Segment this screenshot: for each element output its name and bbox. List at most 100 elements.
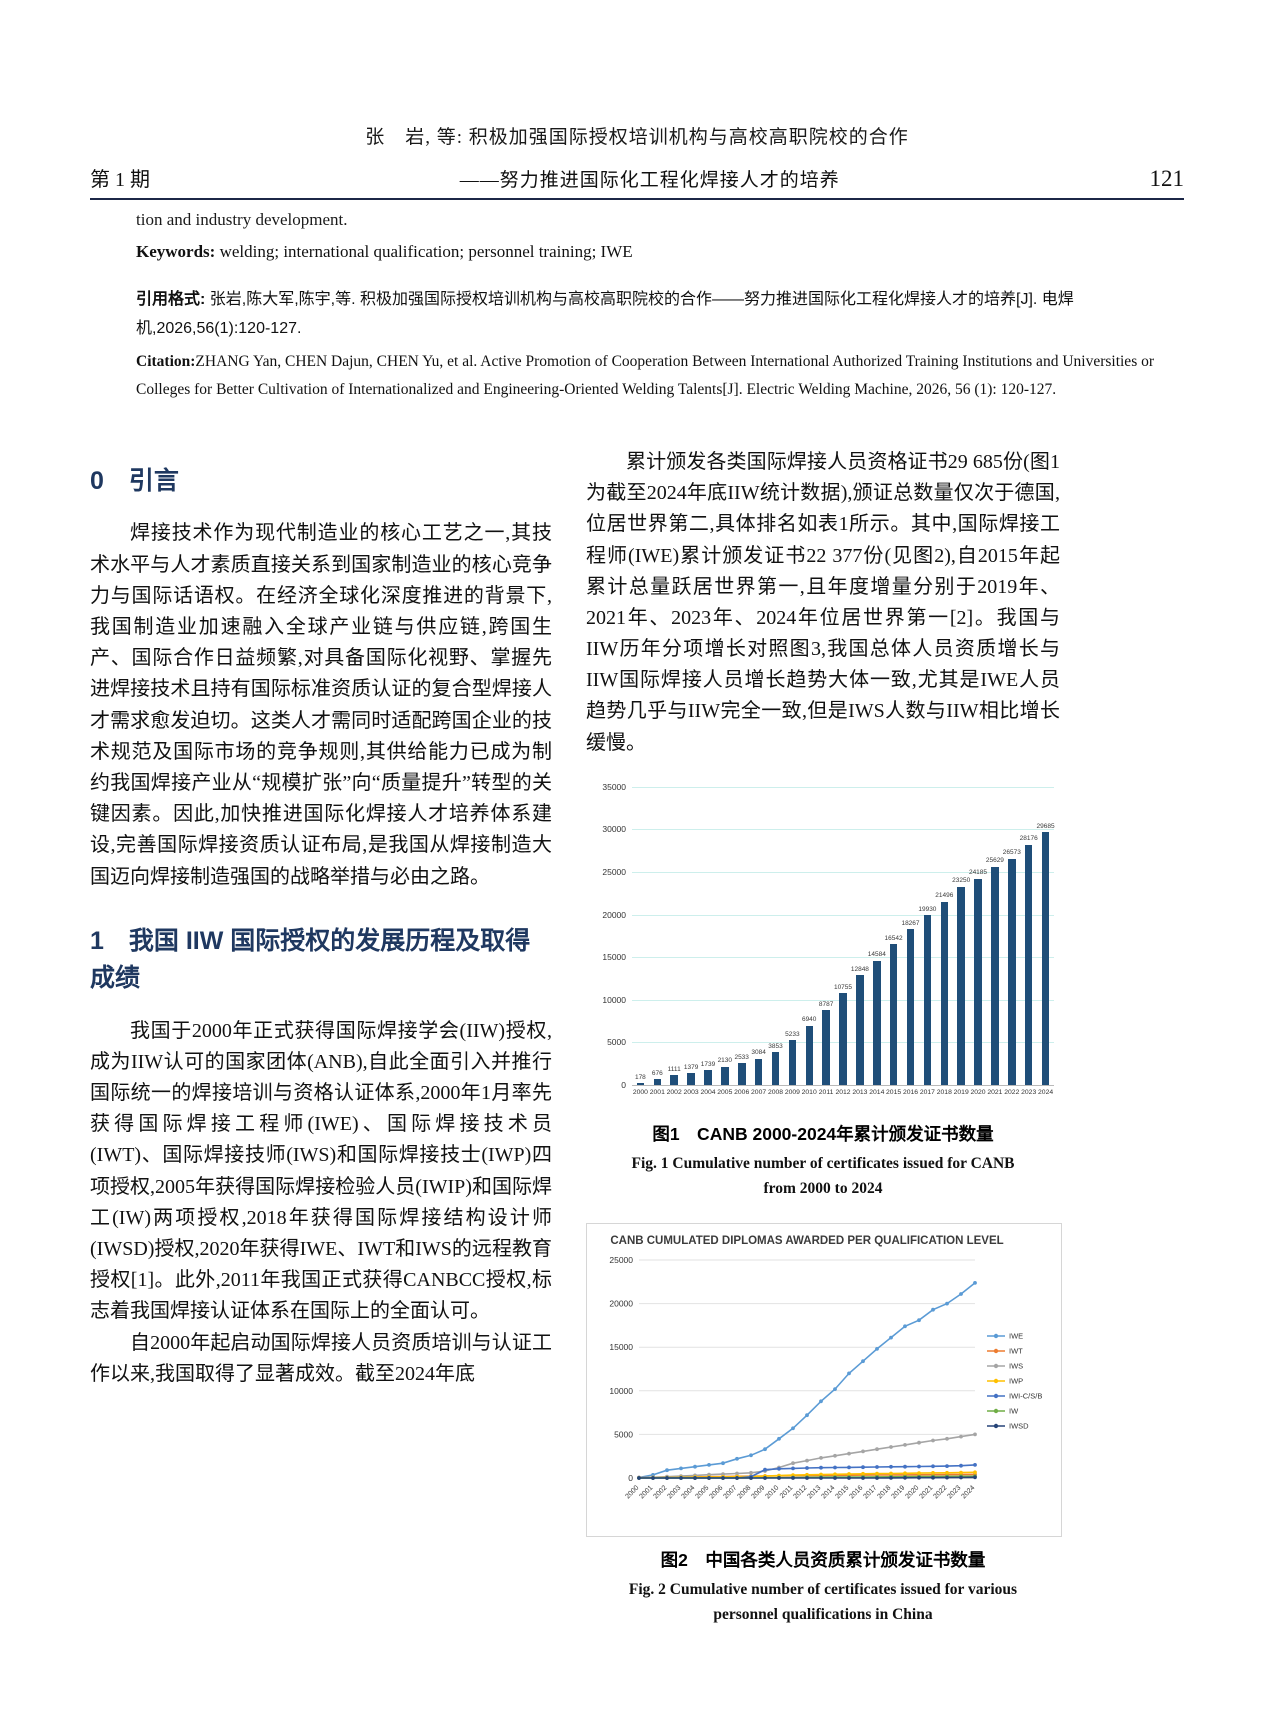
fig1-bar <box>653 1079 662 1085</box>
fig2-data-point <box>777 1437 781 1442</box>
fig2-x-tick-label: 2018 <box>876 1485 892 1501</box>
fig2-x-tick-label: 2000 <box>624 1485 640 1501</box>
fig1-bar <box>721 1066 729 1085</box>
fig2-svg: CANB CUMULATED DIPLOMAS AWARDED PER QUAL… <box>609 1235 1042 1501</box>
running-title-line1: 张 岩, 等: 积极加强国际授权培训机构与高校高职院校的合作 <box>365 127 909 148</box>
fig1-bar <box>687 1073 695 1085</box>
fig2-data-point <box>861 1465 865 1470</box>
fig1-x-tick-label: 2002 <box>666 1088 682 1096</box>
fig1-bar-value: 2533 <box>734 1053 749 1061</box>
fig2-data-point <box>903 1324 907 1329</box>
fig2-data-point <box>889 1445 893 1450</box>
fig2-data-point <box>763 1468 767 1473</box>
fig2-data-point <box>805 1459 809 1463</box>
fig1-x-tick-label: 2006 <box>734 1088 750 1096</box>
citation-en: Citation:ZHANG Yan, CHEN Dajun, CHEN Yu,… <box>136 348 1162 405</box>
fig2-data-point <box>973 1475 977 1480</box>
fig2-data-point <box>903 1443 907 1448</box>
fig2-data-point <box>889 1465 893 1470</box>
fig2-legend-marker <box>993 1334 999 1339</box>
fig1-bar <box>974 878 982 1085</box>
fig1-bar <box>738 1063 746 1085</box>
fig1-bar <box>839 993 847 1085</box>
fig2-x-tick-label: 2012 <box>792 1485 808 1501</box>
page-number: 121 <box>1149 166 1185 191</box>
citation-zh-text: 张岩,陈大军,陈宇,等. 积极加强国际授权培训机构与高校高职院校的合作——努力推… <box>136 291 1074 337</box>
fig2-data-point <box>707 1476 711 1481</box>
fig2-data-point <box>805 1466 809 1471</box>
fig2-data-point <box>819 1476 823 1481</box>
fig1-bar-value: 21496 <box>935 892 954 900</box>
citation-en-text: ZHANG Yan, CHEN Dajun, CHEN Yu, et al. A… <box>136 352 1155 399</box>
fig1-bar-value: 676 <box>651 1069 663 1077</box>
fig2-data-point <box>917 1441 921 1446</box>
fig2-x-tick-label: 2003 <box>666 1485 682 1501</box>
fig1-bar-value: 1739 <box>700 1060 716 1068</box>
fig2-data-point <box>973 1463 977 1468</box>
section-1-paragraph-2: 自2000年起启动国际焊接人员资质培训与认证工作以来,我国取得了显著成效。截至2… <box>90 1331 552 1385</box>
fig2-legend-marker <box>993 1394 999 1399</box>
left-column: 0 引言 焊接技术作为现代制造业的核心工艺之一,其技术水平与人才素质直接关系到国… <box>90 447 552 1628</box>
fig1-bar-value: 3084 <box>751 1049 766 1056</box>
keywords-text: welding; international qualification; pe… <box>215 242 633 261</box>
fig2-x-tick-label: 2020 <box>904 1485 920 1501</box>
fig1-bar <box>889 944 898 1085</box>
fig1-x-tick-label: 2008 <box>767 1088 784 1096</box>
fig1-bar-value: 26573 <box>1002 849 1021 856</box>
fig2-data-point <box>875 1465 879 1470</box>
fig2-data-point <box>679 1476 683 1481</box>
fig1-x-tick-label: 2017 <box>919 1088 935 1096</box>
header-rule <box>90 198 1184 200</box>
fig2-data-point <box>931 1308 935 1313</box>
fig1-bar-value: 23250 <box>952 877 971 885</box>
fig2-data-point <box>903 1471 907 1476</box>
fig1-bar <box>1024 844 1033 1085</box>
fig2-data-point <box>833 1454 837 1459</box>
fig1-bar-value: 25629 <box>985 857 1004 865</box>
fig2-data-point <box>847 1476 851 1481</box>
fig1-x-tick-label: 2010 <box>801 1088 817 1096</box>
fig2-legend-label: IWSD <box>1009 1422 1029 1431</box>
fig1-bar <box>957 886 965 1085</box>
fig1-bar-value: 16542 <box>884 934 903 942</box>
fig1-bar <box>940 901 948 1085</box>
section-1-paragraph-1: 我国于2000年正式获得国际焊接学会(IIW)授权,成为IIW认可的国家团体(A… <box>90 1019 552 1323</box>
fig1-gridline <box>632 871 1054 873</box>
fig2-data-point <box>847 1465 851 1470</box>
fig2-data-point <box>749 1453 753 1458</box>
fig1-x-tick-label: 2023 <box>1021 1088 1037 1096</box>
fig2-data-point <box>847 1452 851 1456</box>
fig2-series-line <box>638 1434 976 1480</box>
fig2-data-point <box>959 1476 963 1480</box>
figure1-bar-chart: 0 5000 10000 15000 20000 25000 30000 35000 178 20… <box>586 772 1060 1111</box>
fig2-data-point <box>735 1472 739 1476</box>
fig1-gridline <box>632 786 1054 788</box>
citation-en-label: Citation: <box>136 352 196 370</box>
fig1-x-tick-label: 2012 <box>835 1088 851 1096</box>
fig2-data-point <box>931 1471 935 1476</box>
fig2-data-point <box>945 1464 949 1469</box>
fig2-data-point <box>917 1465 921 1469</box>
page-header: 张 岩, 等: 积极加强国际授权培训机构与高校高职院校的合作 第 1 期 ——努… <box>90 122 1184 200</box>
fig2-data-point <box>679 1466 683 1471</box>
fig1-bar <box>822 1010 830 1085</box>
fig2-data-point <box>777 1476 781 1481</box>
fig2-x-tick-label: 2011 <box>779 1485 795 1501</box>
fig2-data-point <box>875 1447 879 1452</box>
fig2-data-point <box>917 1471 921 1476</box>
section-0-paragraph: 焊接技术作为现代制造业的核心工艺之一,其技术水平与人才素质直接关系到国家制造业的… <box>90 522 552 888</box>
fig1-x-tick-label: 2016 <box>902 1088 919 1096</box>
fig2-data-point <box>749 1471 753 1476</box>
fig1-bar <box>636 1083 645 1085</box>
fig1-x-tick-label: 2021 <box>987 1088 1003 1096</box>
fig2-data-point <box>693 1476 697 1481</box>
fig1-x-tick-label: 2001 <box>649 1088 665 1096</box>
fig2-legend-label: IW <box>1009 1407 1019 1416</box>
fig1-bar-value: 8787 <box>818 1000 834 1008</box>
fig1-x-tick-label: 2011 <box>818 1088 834 1096</box>
fig2-data-point <box>917 1318 921 1323</box>
fig1-y-tick-label: 5000 <box>607 1037 626 1048</box>
fig1-x-tick-label: 2019 <box>953 1088 969 1096</box>
fig2-data-point <box>819 1399 823 1404</box>
fig2-legend-marker <box>993 1409 999 1414</box>
